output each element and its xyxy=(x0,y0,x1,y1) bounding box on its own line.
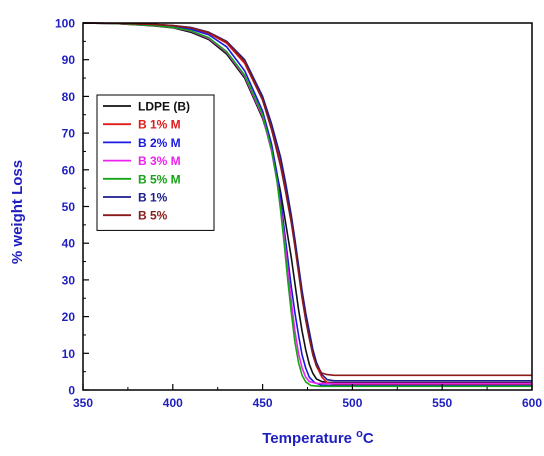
y-tick-label: 10 xyxy=(62,347,76,361)
x-tick-label: 550 xyxy=(432,396,452,410)
x-tick-label: 500 xyxy=(342,396,362,410)
x-tick-label: 400 xyxy=(163,396,183,410)
legend-label: B 1% xyxy=(138,191,168,205)
legend-label: B 5% M xyxy=(138,172,181,186)
legend-label: B 5% xyxy=(138,209,168,223)
y-tick-label: 20 xyxy=(62,310,76,324)
y-tick-label: 50 xyxy=(62,200,76,214)
legend-label: B 1% M xyxy=(138,118,181,132)
y-tick-label: 30 xyxy=(62,273,76,287)
y-tick-label: 40 xyxy=(62,237,76,251)
x-tick-label: 450 xyxy=(253,396,273,410)
y-tick-label: 80 xyxy=(62,90,76,104)
legend-label: B 3% M xyxy=(138,154,181,168)
y-tick-label: 60 xyxy=(62,163,76,177)
x-tick-label: 350 xyxy=(73,396,93,410)
y-tick-label: 100 xyxy=(55,17,75,31)
y-tick-label: 90 xyxy=(62,53,76,67)
legend-label: LDPE (B) xyxy=(138,100,190,114)
legend-label: B 2% M xyxy=(138,136,181,150)
y-tick-label: 70 xyxy=(62,127,76,141)
x-tick-label: 600 xyxy=(522,396,542,410)
y-tick-label: 0 xyxy=(68,384,75,398)
y-axis-label: % weight Loss xyxy=(9,160,26,264)
legend: LDPE (B) B 1% M B 2% M B 3% M B 5% M B 1% B 5% xyxy=(97,95,214,230)
